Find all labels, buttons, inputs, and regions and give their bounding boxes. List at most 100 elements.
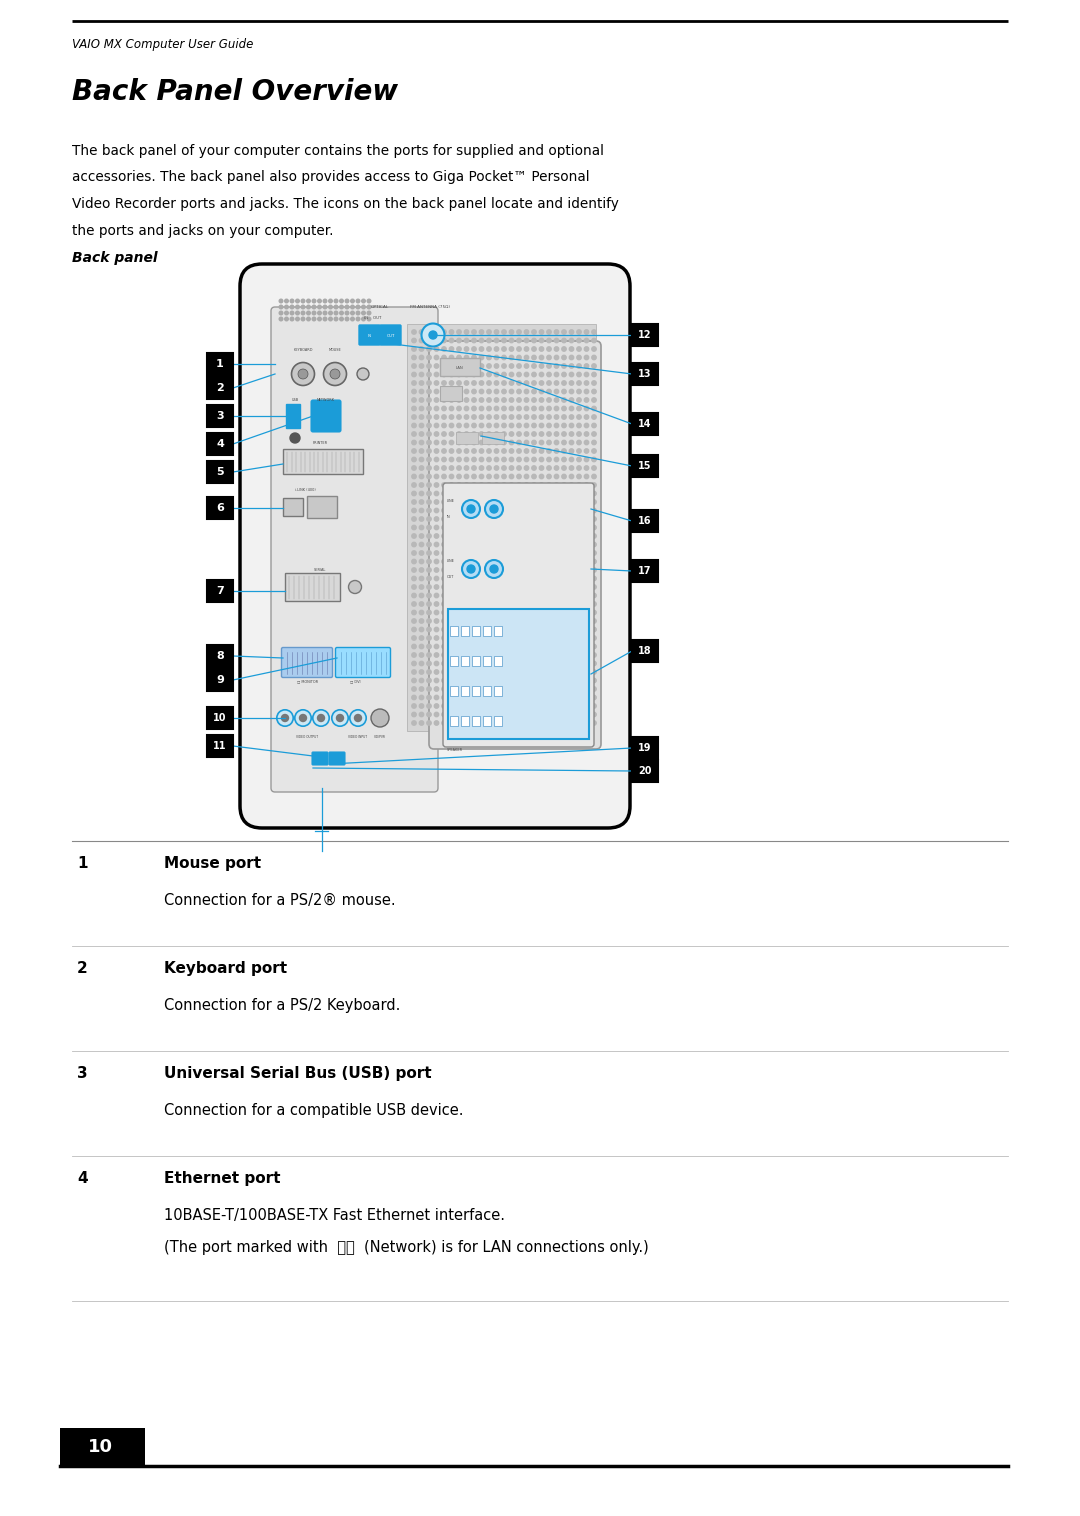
- Circle shape: [569, 508, 573, 512]
- Circle shape: [434, 508, 438, 512]
- Circle shape: [285, 311, 288, 315]
- Circle shape: [419, 644, 423, 649]
- Circle shape: [502, 347, 507, 352]
- Circle shape: [419, 703, 423, 708]
- Circle shape: [562, 670, 566, 675]
- Circle shape: [411, 635, 416, 640]
- Circle shape: [569, 432, 573, 437]
- Circle shape: [480, 559, 484, 564]
- Circle shape: [487, 568, 491, 572]
- Circle shape: [517, 491, 522, 496]
- Circle shape: [569, 653, 573, 658]
- Circle shape: [569, 720, 573, 725]
- Bar: [207, 581, 233, 602]
- Circle shape: [539, 526, 543, 529]
- Circle shape: [434, 628, 438, 632]
- Circle shape: [502, 585, 507, 590]
- Circle shape: [419, 635, 423, 640]
- Circle shape: [487, 611, 491, 614]
- Circle shape: [472, 390, 476, 394]
- Circle shape: [464, 491, 469, 496]
- Circle shape: [427, 381, 431, 385]
- Circle shape: [569, 635, 573, 640]
- Circle shape: [434, 653, 438, 658]
- Circle shape: [531, 661, 536, 666]
- Circle shape: [472, 381, 476, 385]
- Circle shape: [562, 432, 566, 437]
- Circle shape: [569, 526, 573, 529]
- Circle shape: [472, 543, 476, 547]
- Circle shape: [427, 576, 431, 581]
- FancyBboxPatch shape: [311, 400, 340, 432]
- Circle shape: [427, 364, 431, 368]
- Circle shape: [442, 585, 446, 590]
- Circle shape: [442, 635, 446, 640]
- Circle shape: [502, 449, 507, 453]
- Circle shape: [442, 381, 446, 385]
- Circle shape: [502, 500, 507, 505]
- Circle shape: [546, 482, 551, 487]
- Circle shape: [362, 305, 365, 309]
- Circle shape: [539, 364, 543, 368]
- Circle shape: [457, 585, 461, 590]
- Circle shape: [464, 550, 469, 555]
- Circle shape: [495, 644, 499, 649]
- Circle shape: [562, 465, 566, 470]
- Circle shape: [318, 317, 322, 321]
- Circle shape: [577, 559, 581, 564]
- Text: Mouse port: Mouse port: [164, 857, 261, 872]
- Circle shape: [562, 703, 566, 708]
- Circle shape: [562, 449, 566, 453]
- Circle shape: [592, 611, 596, 614]
- Circle shape: [524, 347, 529, 352]
- Circle shape: [487, 347, 491, 352]
- Circle shape: [546, 713, 551, 717]
- Circle shape: [524, 482, 529, 487]
- Circle shape: [323, 305, 327, 309]
- Circle shape: [592, 491, 596, 496]
- Circle shape: [299, 714, 307, 722]
- Circle shape: [524, 644, 529, 649]
- Circle shape: [546, 576, 551, 581]
- Circle shape: [592, 330, 596, 334]
- Circle shape: [411, 415, 416, 420]
- Circle shape: [419, 381, 423, 385]
- Circle shape: [554, 423, 558, 428]
- Circle shape: [480, 703, 484, 708]
- Circle shape: [464, 611, 469, 614]
- Circle shape: [419, 406, 423, 411]
- Circle shape: [411, 628, 416, 632]
- Circle shape: [546, 568, 551, 572]
- Circle shape: [584, 500, 589, 505]
- Circle shape: [554, 381, 558, 385]
- Circle shape: [524, 475, 529, 479]
- Circle shape: [457, 576, 461, 581]
- Circle shape: [584, 465, 589, 470]
- Circle shape: [524, 611, 529, 614]
- Circle shape: [427, 687, 431, 691]
- Circle shape: [449, 475, 454, 479]
- Circle shape: [531, 670, 536, 675]
- Circle shape: [562, 373, 566, 376]
- Circle shape: [467, 565, 475, 573]
- Circle shape: [487, 720, 491, 725]
- Circle shape: [539, 550, 543, 555]
- Circle shape: [554, 475, 558, 479]
- Circle shape: [427, 355, 431, 359]
- Circle shape: [510, 390, 514, 394]
- Circle shape: [427, 500, 431, 505]
- Circle shape: [554, 593, 558, 597]
- Bar: [207, 497, 233, 518]
- Circle shape: [562, 550, 566, 555]
- Circle shape: [442, 373, 446, 376]
- Circle shape: [449, 585, 454, 590]
- Circle shape: [531, 432, 536, 437]
- Circle shape: [554, 576, 558, 581]
- Circle shape: [464, 585, 469, 590]
- Circle shape: [577, 593, 581, 597]
- Circle shape: [464, 449, 469, 453]
- Circle shape: [592, 423, 596, 428]
- Circle shape: [592, 628, 596, 632]
- Circle shape: [584, 347, 589, 352]
- Circle shape: [472, 611, 476, 614]
